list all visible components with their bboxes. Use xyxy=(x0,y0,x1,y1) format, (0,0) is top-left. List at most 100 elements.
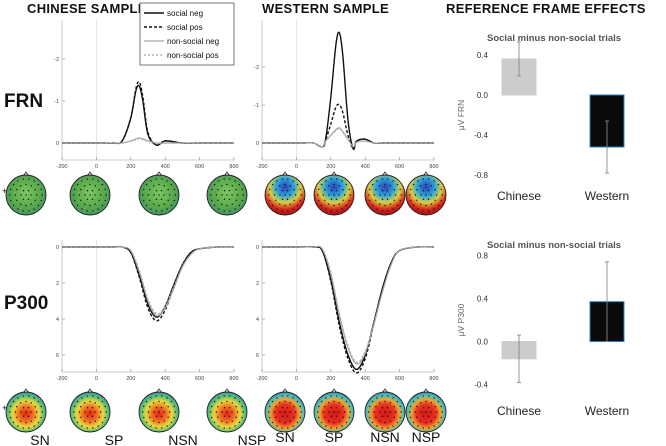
western-frn-topo-1-electrode xyxy=(292,208,294,210)
chinese-frn-topo-4-electrode xyxy=(217,189,219,191)
chinese-p300-topo-2-electrode xyxy=(94,402,97,404)
chinese-p300-topo-4-electrode xyxy=(235,406,237,408)
chinese-frn-topo-2-electrode xyxy=(89,194,91,196)
chinese-p300-topo-3-electrode xyxy=(153,411,155,413)
chinese-p300-panel-x-tick-label: -200 xyxy=(56,376,67,382)
western-p300-panel-x-tick-label: 0 xyxy=(295,376,298,382)
western-p300-topo-3-electrode xyxy=(371,400,374,403)
chinese-p300-topo-4-electrode xyxy=(226,421,228,424)
chinese-p300-panel-series-social-pos xyxy=(62,245,235,322)
western-frn-topo-3-electrode xyxy=(392,180,394,182)
western-frn-topo-2-electrode xyxy=(330,189,333,192)
chinese-p300-topo-1-electrode xyxy=(28,395,30,397)
western-frn-topo-3-electrode xyxy=(387,178,389,180)
western-frn-topo-2-electrode xyxy=(333,194,335,196)
condition-label-western: NSP xyxy=(412,429,441,445)
chinese-p300-topo-3-electrode xyxy=(166,397,168,399)
chinese-p300-topo-1-electrode xyxy=(30,402,32,404)
condition-label-western: SN xyxy=(275,429,294,445)
chinese-frn-topo-3-electrode xyxy=(142,194,144,196)
chinese-frn-topo-2-electrode xyxy=(101,183,104,186)
western-p300-topo-4-electrode xyxy=(410,416,412,419)
chinese-p300-topo-2-electrode xyxy=(76,400,79,403)
chinese-frn-topo-2-electrode xyxy=(84,203,86,205)
western-frn-topo-3-electrode xyxy=(389,203,391,205)
western-frn-topo-3-electrode xyxy=(381,189,384,192)
western-frn-topo-1-electrode xyxy=(292,180,294,182)
western-frn-panel-series-non-social-pos xyxy=(261,127,434,148)
western-frn-topo-4-electrode xyxy=(422,189,425,192)
western-frn-topo-3-electrode xyxy=(369,199,371,202)
western-p300-topo-4-electrode xyxy=(435,411,438,413)
chinese-p300-topo-1-electrode xyxy=(20,402,22,404)
western-p300-topo-4-electrode xyxy=(428,395,430,397)
chinese-frn-topo-2-electrode xyxy=(99,194,102,196)
western-frn-topo-4-electrode xyxy=(409,194,411,196)
condition-label-western: SP xyxy=(325,429,344,445)
western-frn-panel-x-tick-label: 0 xyxy=(295,164,298,170)
chinese-frn-topo-4-electrode xyxy=(223,210,225,212)
p300-bar-chart-category-label: Western xyxy=(585,404,629,418)
chinese-frn-topo-3-electrode xyxy=(143,188,145,191)
western-frn-topo-2-electrode xyxy=(328,194,330,196)
chinese-frn-topo-4-electrode xyxy=(226,204,228,207)
western-p300-topo-1-electrode xyxy=(281,427,283,429)
chinese-p300-panel: -200 0 200 400 600 800 0 2 4 6 xyxy=(56,240,239,382)
chinese-p300-topo-1-electrode xyxy=(25,400,27,403)
chinese-p300-topo-3 xyxy=(138,388,180,433)
western-frn-topo-2 xyxy=(313,171,355,216)
chinese-p300-topo-3-electrode xyxy=(174,411,176,413)
condition-label-western: NSN xyxy=(370,429,400,445)
chinese-frn-topo-4-electrode xyxy=(231,203,233,205)
chinese-frn-topo-4-electrode xyxy=(235,189,237,191)
western-frn-topo-1-electrode xyxy=(281,198,284,201)
chinese-frn-panel-x-tick-label: 800 xyxy=(229,164,238,170)
western-frn-topo-3-electrode xyxy=(376,180,378,182)
chinese-p300-topo-2-electrode xyxy=(104,405,106,408)
chinese-frn-topo-3-electrode xyxy=(153,203,155,205)
western-p300-topo-2-electrode xyxy=(328,402,330,404)
chinese-frn-topo-2-electrode xyxy=(86,198,89,201)
chinese-frn-panel-x-tick-label: 600 xyxy=(195,164,204,170)
western-frn-topo-3-electrode xyxy=(393,189,395,191)
chinese-p300-topo-1-electrode xyxy=(22,406,25,409)
western-p300-topo-2-electrode xyxy=(343,411,346,413)
western-p300-topo-3-electrode xyxy=(376,425,378,427)
chinese-frn-topo-1-electrode xyxy=(10,188,12,191)
chinese-frn-topo-2-electrode xyxy=(97,208,99,210)
chinese-frn-topo-1-electrode xyxy=(22,198,25,201)
western-p300-topo-3-electrode xyxy=(399,416,401,419)
western-frn-panel-x-tick-label: 600 xyxy=(395,164,404,170)
chinese-frn-topo-2-electrode xyxy=(76,204,79,207)
chinese-p300-panel-x-tick-label: 0 xyxy=(95,376,98,382)
p300-bar-chart-y-tick-label: 0.0 xyxy=(477,338,489,347)
western-p300-topo-4-electrode xyxy=(420,420,422,422)
chinese-frn-topo-3-electrode xyxy=(173,199,175,202)
chinese-p300-topo-4-electrode xyxy=(234,425,236,427)
chinese-p300-topo-4-electrode xyxy=(223,406,226,409)
chinese-p300-topo-4-electrode xyxy=(213,421,216,424)
chinese-frn-topo-2-electrode xyxy=(81,180,83,182)
western-frn-panel-x-tick-label: 200 xyxy=(326,164,335,170)
p300-bar-chart-y-tick-label: 0.4 xyxy=(477,294,489,303)
western-p300-topo-3-electrode xyxy=(393,416,395,418)
western-p300-topo-1-electrode xyxy=(281,406,284,409)
western-frn-topo-1-electrode xyxy=(284,204,286,207)
western-p300-topo-3-electrode xyxy=(392,397,394,399)
western-p300-topo-3-electrode xyxy=(386,415,389,418)
western-p300-topo-3-electrode xyxy=(393,406,395,408)
western-p300-topo-1-electrode xyxy=(275,416,277,418)
chinese-frn-topo-2-electrode xyxy=(74,188,76,191)
chinese-p300-topo-4-electrode xyxy=(221,420,223,422)
chinese-p300-topo-3-electrode xyxy=(166,425,168,427)
chinese-p300-topo-2-electrode xyxy=(86,406,89,409)
western-frn-topo-4-electrode xyxy=(420,203,422,205)
western-frn-topo-4-electrode xyxy=(437,183,440,186)
chinese-p300-topo-3-electrode xyxy=(142,411,144,413)
western-p300-topo-1-electrode xyxy=(284,400,286,403)
chinese-p300-topo-3-electrode xyxy=(155,406,158,409)
chinese-p300-topo-4-electrode xyxy=(211,405,213,408)
chinese-frn-topo-4-electrode xyxy=(234,180,236,182)
western-p300-topo-2-electrode xyxy=(320,400,323,403)
western-frn-topo-3-electrode xyxy=(379,194,381,196)
